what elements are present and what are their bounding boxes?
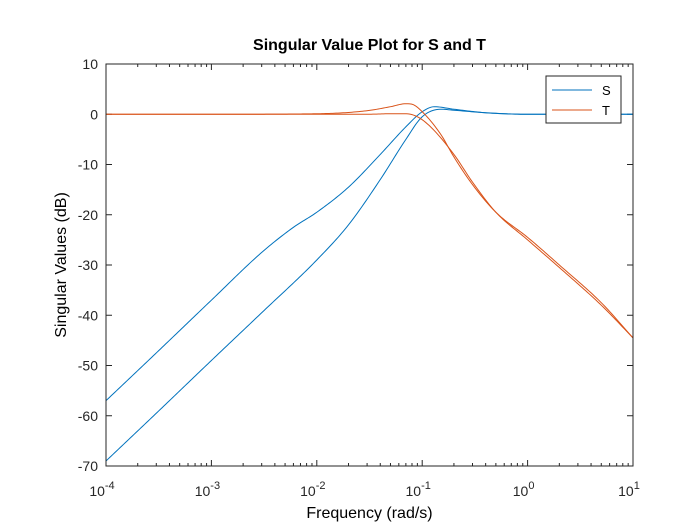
y-tick-labels: 10 0 -10 -20 -30 -40 -50 -60 -70 <box>78 56 98 474</box>
y-tick-label: 10 <box>82 56 98 72</box>
x-tick-label: 10-1 <box>406 480 431 499</box>
y-tick-label: -60 <box>78 408 98 424</box>
chart-title: Singular Value Plot for S and T <box>253 37 486 54</box>
y-tick-label: -30 <box>78 257 98 273</box>
legend: S T <box>545 75 622 124</box>
y-tick-label: -70 <box>78 458 98 474</box>
y-tick-label: -10 <box>78 157 98 173</box>
x-tick-label: 101 <box>618 480 640 499</box>
series-s-line-2 <box>105 108 633 462</box>
y-tick-label: -40 <box>78 307 98 323</box>
y-tick-label: 0 <box>90 106 98 122</box>
legend-label-t: T <box>602 103 610 118</box>
x-tick-label: 10-4 <box>89 480 114 499</box>
x-axis-label: Frequency (rad/s) <box>306 505 432 522</box>
series-t-line-2 <box>106 113 634 339</box>
x-tick-label: 10-2 <box>300 480 325 499</box>
legend-label-s: S <box>602 83 611 98</box>
plot-area <box>106 64 633 466</box>
x-tick-label: 10-3 <box>195 480 220 499</box>
x-tick-labels: 10-4 10-3 10-2 10-1 100 101 <box>89 480 640 499</box>
legend-box <box>545 75 622 124</box>
axes-frame <box>105 63 634 467</box>
y-tick-label: -20 <box>78 207 98 223</box>
y-tick-label: -50 <box>78 358 98 374</box>
x-tick-label: 100 <box>513 480 535 499</box>
y-axis-label: Singular Values (dB) <box>53 192 70 338</box>
plot-lines <box>105 103 634 462</box>
